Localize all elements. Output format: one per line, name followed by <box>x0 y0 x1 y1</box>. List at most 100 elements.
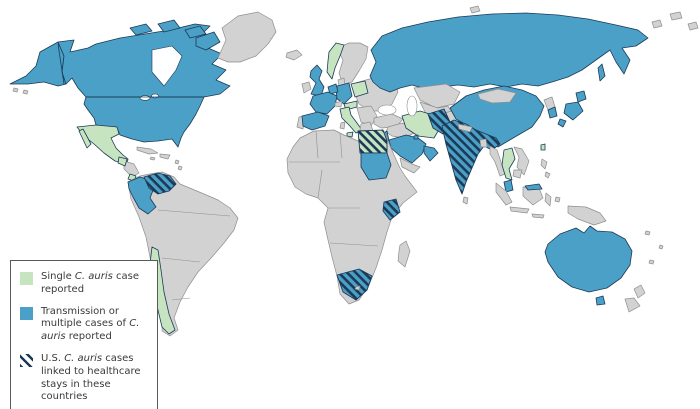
country-border <box>339 132 343 159</box>
country-iceland <box>285 49 303 61</box>
country-sardinia <box>339 121 346 130</box>
country-sumatra <box>495 182 513 206</box>
country-hispaniola <box>159 153 171 160</box>
country-border <box>171 297 191 301</box>
great-lakes <box>139 95 151 101</box>
country-canada-island <box>195 31 221 51</box>
country-kuwait <box>413 134 419 140</box>
country-new-zealand-south <box>624 297 641 313</box>
country-alaska <box>9 41 67 87</box>
country-honduras-nicaragua <box>123 160 140 178</box>
country-yemen <box>399 157 421 174</box>
country-sulawesi <box>544 192 552 207</box>
country-new-zealand-north <box>633 284 646 299</box>
legend-label-single-case: Single C. auris case reported <box>41 271 139 295</box>
country-sri-lanka <box>462 196 469 205</box>
legend-item-single-case: Single C. auris case reported <box>20 271 149 297</box>
country-switzerland <box>334 100 343 108</box>
country-canada-island <box>129 23 153 36</box>
legend-label-us-linked: U.S. C. auris cases linked to healthcare… <box>41 352 141 403</box>
arctic-island <box>687 21 699 31</box>
country-mexico <box>76 124 129 165</box>
country-germany <box>335 82 353 105</box>
country-myanmar <box>489 145 506 177</box>
country-saudi-arabia <box>388 134 427 164</box>
country-france <box>309 91 338 115</box>
island-speck <box>174 159 180 165</box>
us-linked-hatch-swatch <box>20 353 33 367</box>
island-speck <box>12 87 19 93</box>
country-japan-kyushu <box>557 118 567 128</box>
country-nepal <box>457 123 473 133</box>
country-kenya <box>382 198 401 221</box>
country-benelux <box>327 83 339 95</box>
country-philippines-south <box>544 171 551 179</box>
country-malaysia <box>503 179 514 193</box>
country-taiwan <box>540 143 546 151</box>
country-sakhalin <box>597 63 606 82</box>
country-sicily <box>346 131 354 138</box>
country-sweden-finland <box>336 42 369 86</box>
country-egypt <box>357 129 388 154</box>
country-tasmania <box>595 295 606 306</box>
country-madagascar <box>397 240 411 268</box>
country-spain <box>301 111 330 131</box>
country-mongolia <box>477 88 517 104</box>
legend-label-multiple-cases: Transmission or multiple cases of C. aur… <box>41 305 140 343</box>
country-philippines <box>540 158 548 170</box>
island-speck <box>554 196 561 203</box>
country-cuba <box>136 146 159 155</box>
country-uae-oman <box>423 145 439 162</box>
arctic-island <box>469 5 481 14</box>
island-speck <box>658 244 664 250</box>
hudson-bay <box>151 45 183 87</box>
country-norway <box>326 42 345 80</box>
country-cambodia <box>512 169 523 179</box>
black-sea <box>377 104 397 116</box>
country-vietnam-laos <box>513 146 530 176</box>
country-greenland <box>217 11 277 63</box>
island-speck <box>648 259 655 265</box>
country-papua-new-guinea <box>567 205 607 226</box>
legend-item-us-linked: U.S. C. auris cases linked to healthcare… <box>20 353 149 404</box>
island-speck <box>644 230 651 236</box>
country-canada-island <box>157 19 181 33</box>
country-ireland <box>301 81 312 94</box>
caspian-sea <box>406 95 418 117</box>
island-speck <box>149 156 156 161</box>
country-usa <box>83 96 205 148</box>
country-border <box>329 242 379 247</box>
country-russia <box>369 12 649 93</box>
country-border <box>161 257 201 263</box>
country-venezuela <box>143 172 177 195</box>
single-case-swatch <box>20 272 33 285</box>
country-border <box>315 130 319 159</box>
country-canada-island <box>184 25 207 39</box>
country-south-africa <box>336 268 373 301</box>
country-bangladesh <box>479 138 488 148</box>
country-malaysia-borneo <box>524 183 543 191</box>
arctic-island <box>651 19 663 29</box>
country-java <box>509 206 530 214</box>
country-lesotho <box>354 285 361 291</box>
country-lesser-sunda <box>531 213 545 219</box>
country-sudan <box>360 152 392 181</box>
island-speck <box>177 165 183 171</box>
country-kazakhstan <box>413 83 461 109</box>
country-poland <box>350 80 369 98</box>
alaska-canada-border <box>57 43 65 85</box>
country-japan-honshu <box>563 101 584 121</box>
legend: Single C. auris case reported Transmissi… <box>10 260 158 409</box>
country-thailand <box>501 147 516 181</box>
country-border <box>157 209 231 217</box>
country-japan-hokkaido <box>575 90 587 103</box>
country-border <box>317 169 323 199</box>
country-south-korea <box>547 106 558 119</box>
country-australia <box>544 225 633 293</box>
arctic-island <box>669 11 683 21</box>
country-mexico-baja <box>78 128 92 149</box>
country-guatemala <box>117 156 128 167</box>
legend-item-multiple-cases: Transmission or multiple cases of C. aur… <box>20 306 149 344</box>
